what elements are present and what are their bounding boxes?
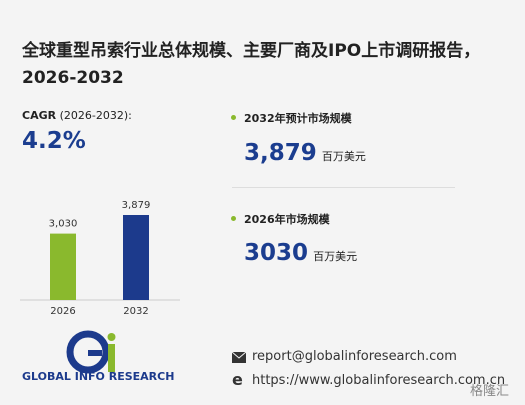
stat-unit: 百万美元 <box>313 250 358 263</box>
x-tick-label: 2032 <box>123 306 148 317</box>
title: 全球重型吊索行业总体规模、主要厂商及IPO上市调研报告，2026-2032 <box>22 41 481 88</box>
email: report@globalinforesearch.com <box>252 349 457 364</box>
stat-value: 3030 <box>244 240 309 266</box>
website: https://www.globalinforesearch.com.cn <box>252 373 506 388</box>
stat-label: 2026年市场规模 <box>244 213 330 226</box>
cagr-value: 4.2% <box>22 128 86 154</box>
logo-text: GLOBAL INFO RESEARCH <box>22 370 175 383</box>
stat-label: 2032年预计市场规模 <box>244 112 352 125</box>
stat: 3030 百万美元 <box>244 240 357 266</box>
web-icon: e <box>232 370 243 389</box>
value-label: 3,879 <box>122 200 151 211</box>
bullet <box>231 115 236 120</box>
cagr-period: (2026-2032): <box>59 109 132 122</box>
stat: 3,879 百万美元 <box>244 140 366 166</box>
divider <box>232 187 455 188</box>
value-label: 3,030 <box>49 219 78 230</box>
bar-chart: 3,030 2026 3,879 2032 <box>20 200 180 317</box>
bar <box>50 233 76 300</box>
logo-mark <box>66 330 116 374</box>
bullet <box>231 216 236 221</box>
watermark: 格隆汇 <box>470 384 510 399</box>
bar <box>123 215 149 300</box>
x-tick-label: 2026 <box>50 306 75 317</box>
cagr-label: CAGR (2026-2032): <box>22 109 132 122</box>
stat-unit: 百万美元 <box>321 150 366 163</box>
stat-value: 3,879 <box>244 140 317 166</box>
email-icon <box>232 352 246 363</box>
cagr-name: CAGR <box>22 109 57 122</box>
